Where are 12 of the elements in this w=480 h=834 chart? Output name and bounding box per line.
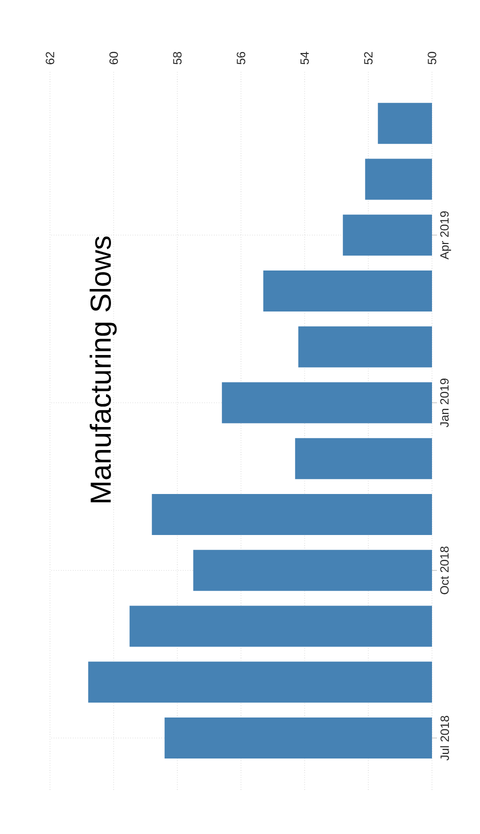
y-tick-label: Oct 2018: [440, 546, 449, 594]
y-tick-label: Jul 2018: [440, 716, 450, 761]
x-tick-label: 54: [300, 52, 309, 64]
x-tick-label: 52: [364, 52, 373, 64]
text: Manufacturing Slows: [90, 236, 117, 502]
x-tick-label: 50: [428, 52, 436, 64]
x-tick-label: 62: [46, 52, 54, 64]
x-tick-label: 60: [109, 52, 118, 64]
y-tick-label: Apr 2019: [440, 211, 452, 260]
x-tick-label: 58: [173, 52, 182, 64]
y-tick-label: Jan 2019: [440, 378, 449, 428]
x-tick-label: 56: [236, 52, 246, 64]
